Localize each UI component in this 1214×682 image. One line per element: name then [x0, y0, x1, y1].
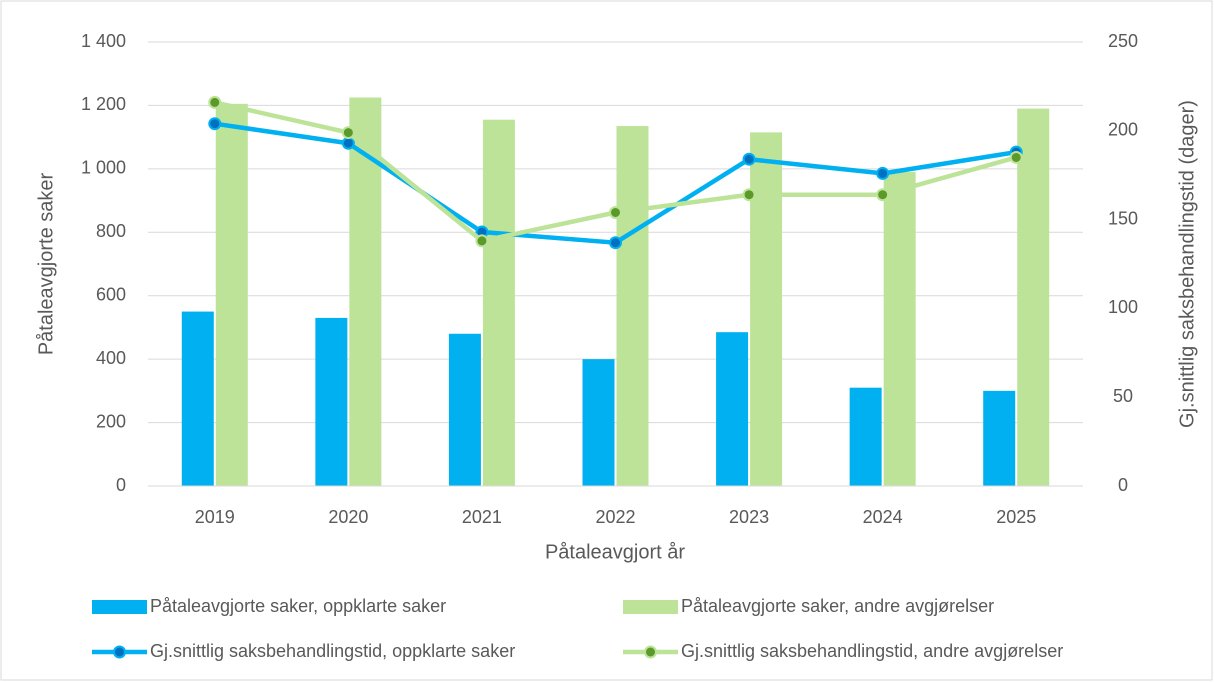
bar — [215, 103, 248, 486]
x-tick-label: 2024 — [863, 507, 903, 527]
x-tick-label: 2025 — [996, 507, 1036, 527]
line-marker — [1009, 150, 1023, 164]
legend-marker — [113, 645, 126, 659]
line-marker — [876, 166, 890, 180]
line-marker — [341, 126, 355, 140]
y2-tick-label: 200 — [1108, 120, 1138, 140]
line-marker — [742, 152, 756, 166]
legend-label: Påtaleavgjorte saker, andre avgjørelser — [681, 596, 994, 616]
y-axis-title: Påtaleavgjorte saker — [35, 173, 57, 356]
y-tick-label: 1 400 — [81, 31, 126, 51]
bar — [448, 333, 481, 486]
line-marker — [609, 205, 622, 219]
x-tick-label: 2019 — [195, 507, 235, 527]
y-tick-label: 0 — [116, 475, 126, 495]
y2-tick-label: 150 — [1108, 208, 1138, 228]
bar — [482, 119, 515, 486]
legend-label: Gj.snittlig saksbehandlingstid, oppklart… — [150, 641, 515, 661]
line-marker — [475, 234, 489, 248]
legend-swatch — [623, 600, 678, 614]
line-marker — [609, 236, 622, 250]
legend-marker — [644, 645, 657, 659]
legend-label: Påtaleavgjorte saker, oppklarte saker — [150, 596, 446, 616]
bar — [582, 359, 615, 486]
line-marker — [742, 188, 756, 202]
y-tick-label: 600 — [96, 284, 126, 304]
y2-tick-label: 250 — [1108, 31, 1138, 51]
x-tick-label: 2022 — [595, 507, 635, 527]
y-tick-label: 800 — [96, 221, 126, 241]
bar — [750, 132, 783, 486]
y-tick-label: 1 200 — [81, 94, 126, 114]
y2-axis-title: Gj.snittlig saksbehandlingstid (dager) — [1176, 100, 1198, 428]
y2-tick-label: 0 — [1118, 475, 1128, 495]
bar — [849, 387, 882, 486]
y-tick-label: 400 — [96, 348, 126, 368]
line-marker — [876, 188, 890, 202]
y-tick-label: 1 000 — [81, 158, 126, 178]
bar — [716, 332, 749, 486]
line-marker — [208, 95, 222, 109]
x-tick-label: 2020 — [328, 507, 368, 527]
x-tick-label: 2021 — [462, 507, 502, 527]
line-marker — [341, 136, 355, 150]
legend-label: Gj.snittlig saksbehandlingstid, andre av… — [681, 641, 1063, 661]
x-tick-label: 2023 — [729, 507, 769, 527]
bar — [883, 172, 916, 486]
legend-swatch — [92, 600, 147, 614]
bar — [616, 126, 649, 487]
y2-tick-label: 100 — [1108, 297, 1138, 317]
x-axis-title: Påtaleavgjort år — [545, 541, 685, 563]
line-marker — [208, 117, 222, 131]
bar — [1017, 108, 1050, 486]
bar — [315, 317, 348, 486]
bar — [983, 390, 1016, 486]
bar — [181, 311, 214, 486]
y2-tick-label: 50 — [1113, 386, 1133, 406]
y-tick-label: 200 — [96, 411, 126, 431]
